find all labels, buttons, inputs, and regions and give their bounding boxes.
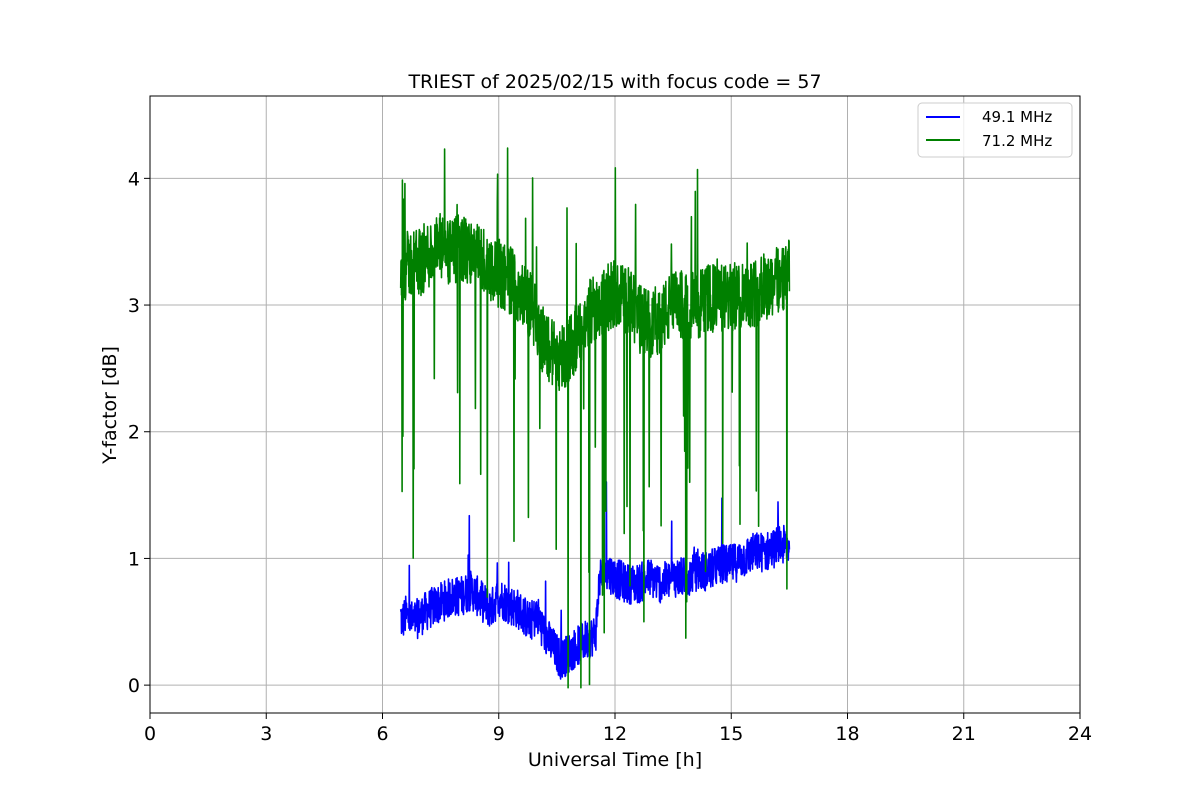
x-tick-label: 12 xyxy=(603,723,627,745)
chart-title: TRIEST of 2025/02/15 with focus code = 5… xyxy=(407,71,821,93)
y-tick-label: 0 xyxy=(128,675,140,697)
x-axis-label: Universal Time [h] xyxy=(528,749,702,771)
x-tick-label: 18 xyxy=(835,723,859,745)
x-tick-label: 0 xyxy=(144,723,156,745)
y-tick-label: 1 xyxy=(128,548,140,570)
legend-label-49mhz: 49.1 MHz xyxy=(982,108,1052,126)
x-tick-label: 24 xyxy=(1068,723,1092,745)
legend-label-71mhz: 71.2 MHz xyxy=(982,132,1052,150)
plot-lines xyxy=(399,147,791,689)
x-tick-label: 15 xyxy=(719,723,743,745)
y-tick-label: 4 xyxy=(128,168,140,190)
series-line-49mhz xyxy=(399,481,791,680)
legend: 49.1 MHz 71.2 MHz xyxy=(917,102,1073,158)
series-line-71mhz xyxy=(399,147,791,689)
y-tick-label: 3 xyxy=(128,295,140,317)
x-tick-label: 3 xyxy=(260,723,272,745)
x-tick-label: 9 xyxy=(493,723,505,745)
x-tick-label: 21 xyxy=(952,723,976,745)
y-axis-label: Y-factor [dB] xyxy=(99,346,121,465)
y-tick-label: 2 xyxy=(128,422,140,444)
x-tick-label: 6 xyxy=(376,723,388,745)
